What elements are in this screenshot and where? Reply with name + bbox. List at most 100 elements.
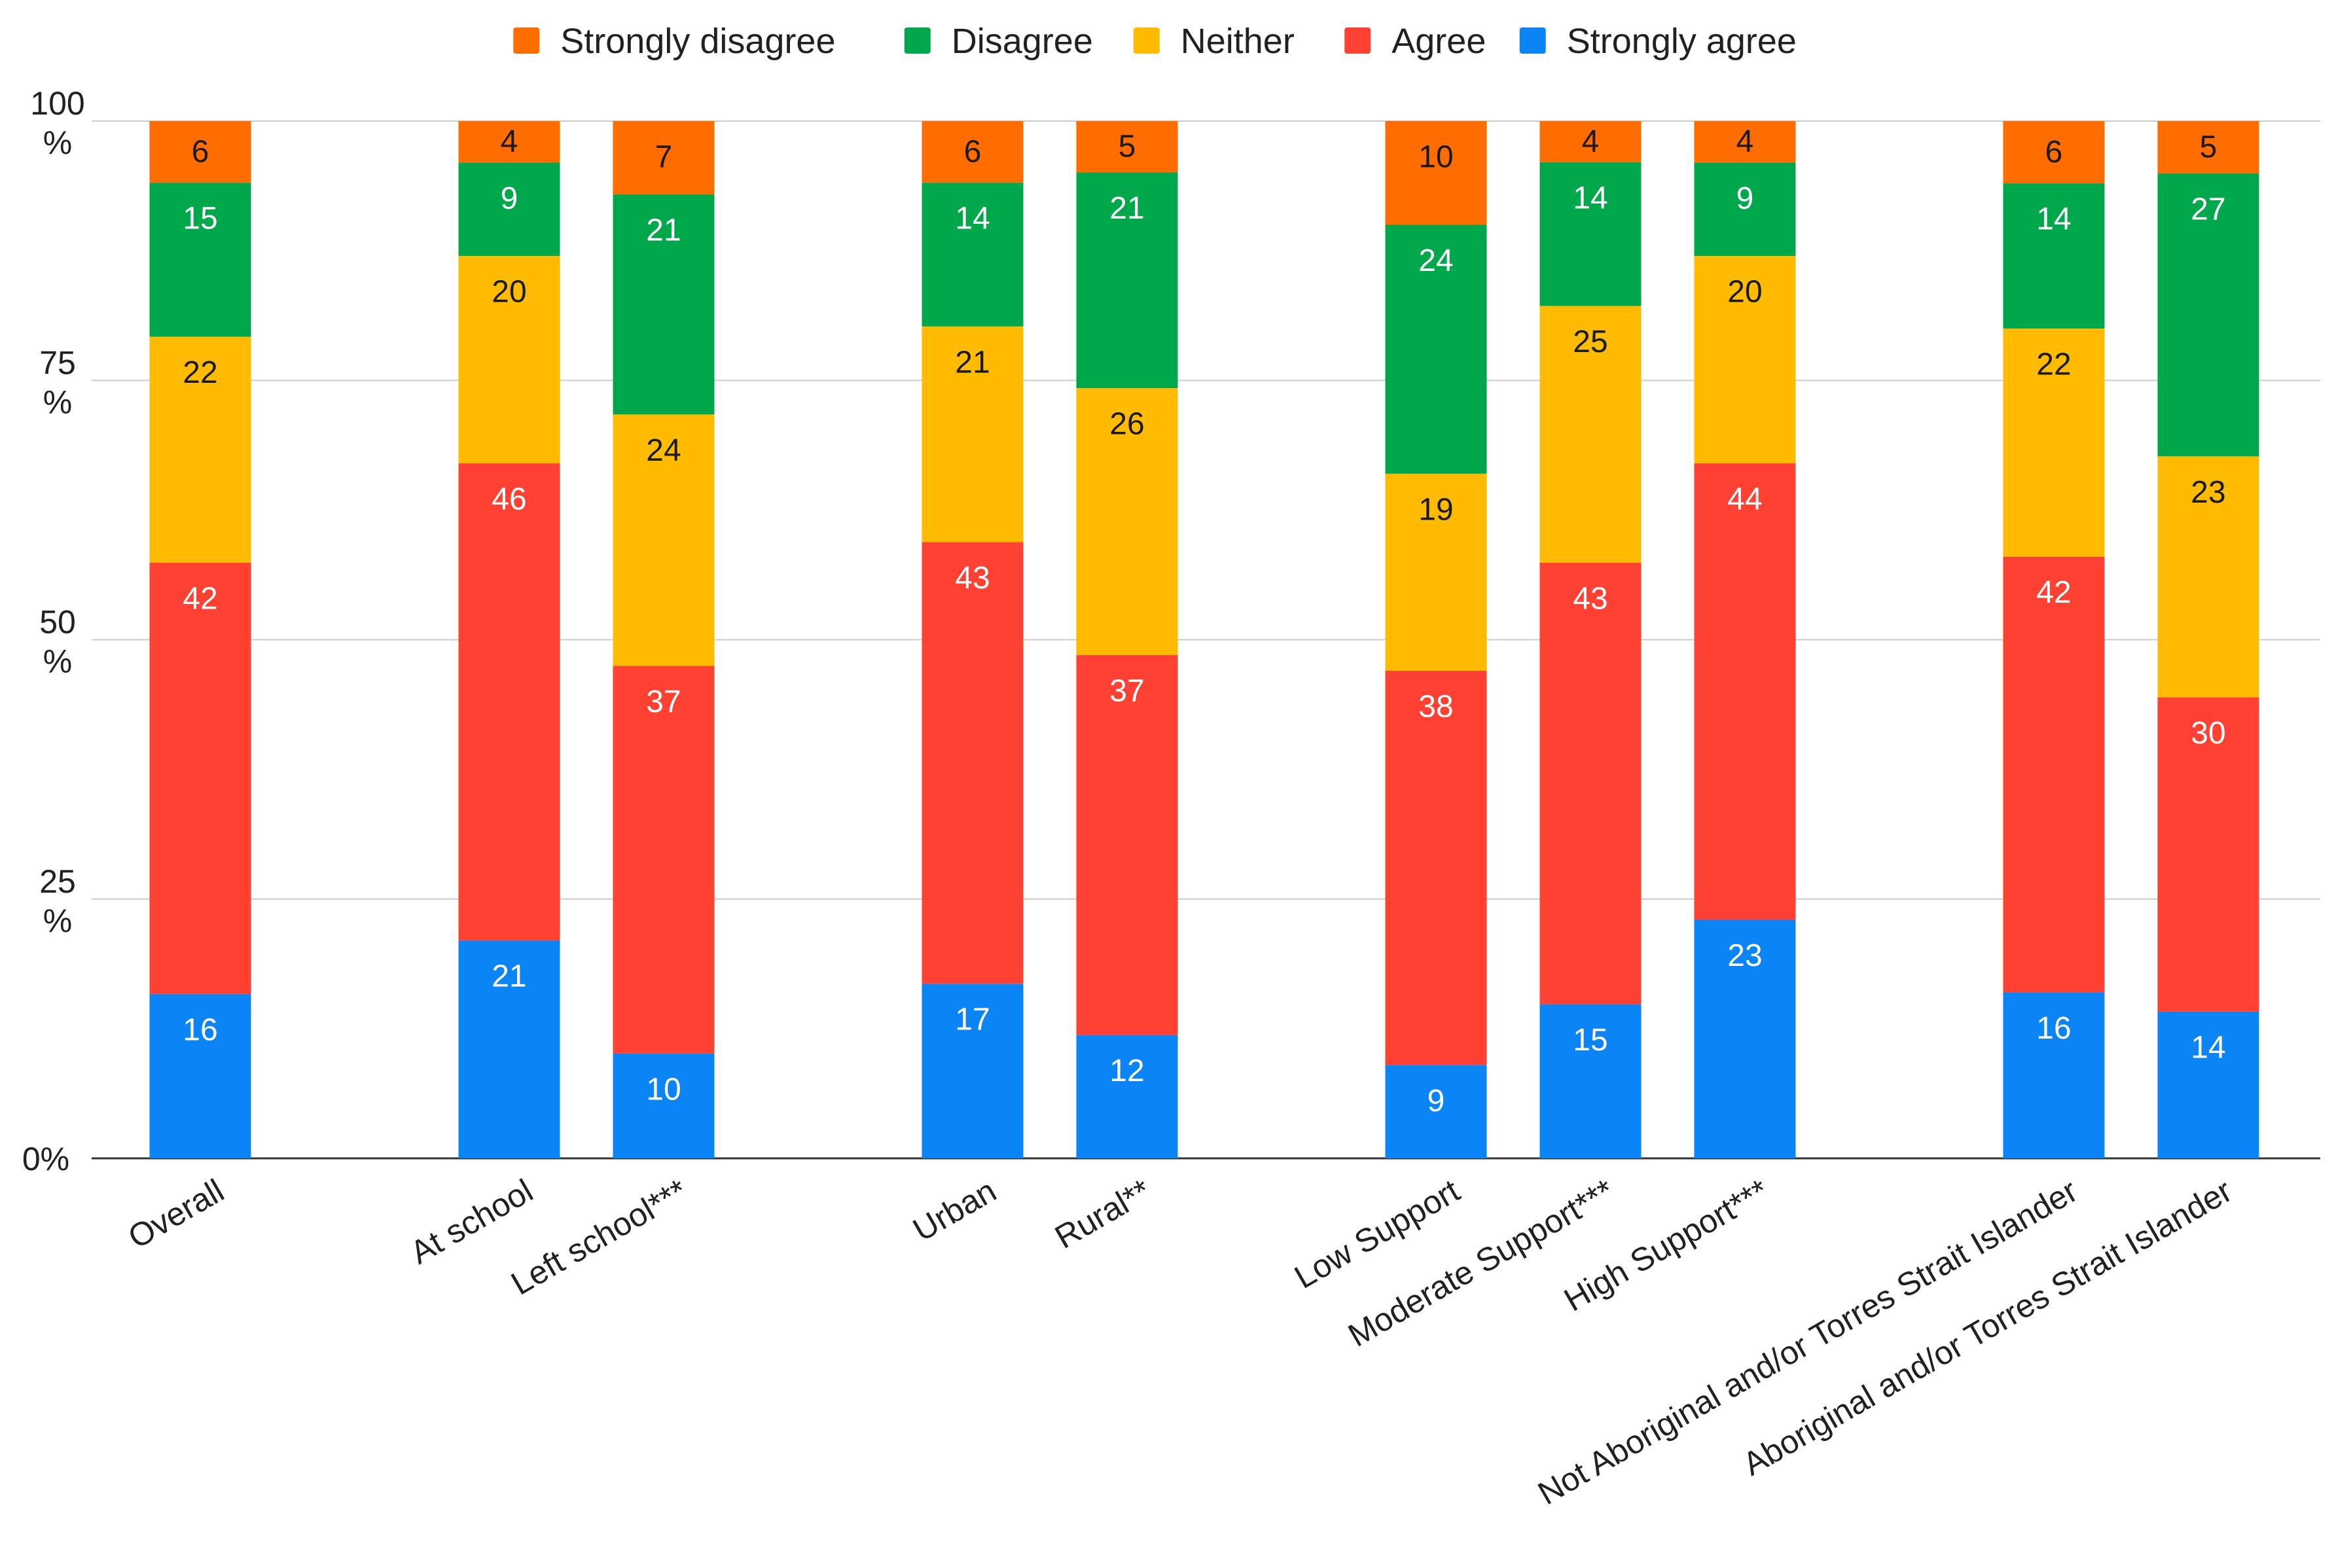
data-label-neither-moderate-support: 25 (1573, 325, 1607, 359)
bar-strongly-disagree-overall (149, 121, 251, 183)
bar-strongly-disagree-low-support (1385, 121, 1487, 225)
bar-neither-at-school (458, 256, 560, 464)
legend: Strongly disagree Disagree Neither Agree Str… (513, 22, 1797, 61)
data-label-strongly-disagree-moderate-support: 4 (1582, 124, 1600, 159)
data-label-neither-overall: 22 (183, 355, 217, 390)
data-label-strongly-agree-high-support: 23 (1727, 938, 1762, 973)
bar-agree-low-support (1385, 671, 1487, 1065)
category-label-moderate-support: Moderate Support*** (1342, 1172, 1620, 1354)
bar-strongly-agree-aboriginal-and-or-torres-strait-islander (2157, 1011, 2259, 1158)
bar-disagree-high-support (1694, 162, 1796, 257)
data-label-strongly-agree-left-school: 10 (646, 1072, 681, 1107)
data-label-agree-at-school: 46 (492, 482, 526, 517)
data-label-agree-overall: 42 (183, 581, 217, 616)
data-label-strongly-agree-low-support: 9 (1427, 1084, 1445, 1118)
data-label-neither-aboriginal-and-or-torres-strait-islander: 23 (2191, 475, 2225, 510)
data-label-agree-low-support: 38 (1418, 690, 1453, 724)
data-label-neither-left-school: 24 (646, 433, 681, 468)
bar-agree-not-aboriginal-and-or-torres-strait-islander (2003, 556, 2105, 993)
category-label-left-school: Left school*** (505, 1172, 694, 1302)
y-tick-label-50: 50 (39, 604, 76, 641)
data-label-strongly-agree-moderate-support: 15 (1573, 1023, 1607, 1058)
data-label-strongly-agree-overall: 16 (183, 1012, 217, 1047)
y-axis-ticks: 0%25%50%75%100% (22, 85, 85, 1177)
legend-label-neither: Neither (1181, 22, 1295, 61)
bar-strongly-disagree-moderate-support (1539, 121, 1641, 162)
legend-swatch-strongly-agree (1519, 27, 1546, 54)
data-label-strongly-disagree-not-aboriginal-and-or-torres-strait-islander: 6 (2045, 135, 2063, 169)
data-label-agree-high-support: 44 (1727, 482, 1762, 517)
data-label-strongly-agree-not-aboriginal-and-or-torres-strait-islander: 16 (2036, 1011, 2071, 1046)
data-label-strongly-disagree-urban: 6 (964, 135, 982, 169)
legend-item-strongly-agree: Strongly agree (1519, 22, 1797, 61)
legend-label-disagree: Disagree (952, 22, 1093, 61)
data-label-neither-high-support: 20 (1727, 275, 1762, 310)
legend-swatch-strongly-disagree (513, 27, 540, 54)
category-label-rural: Rural** (1049, 1172, 1157, 1256)
bar-strongly-agree-rural (1076, 1035, 1178, 1158)
data-label-disagree-rural: 21 (1109, 191, 1144, 226)
legend-item-disagree: Disagree (904, 22, 1093, 61)
bar-agree-rural (1076, 655, 1178, 1035)
bar-neither-low-support (1385, 473, 1487, 671)
bar-strongly-disagree-left-school (613, 121, 715, 195)
y-tick-label-0: 0% (22, 1141, 69, 1177)
data-label-disagree-moderate-support: 14 (1573, 181, 1607, 215)
bar-strongly-disagree-rural (1076, 121, 1178, 173)
data-label-disagree-overall: 15 (183, 202, 217, 236)
legend-item-strongly-disagree: Strongly disagree (513, 22, 836, 61)
data-label-neither-rural: 26 (1109, 407, 1144, 442)
data-label-disagree-urban: 14 (955, 202, 990, 236)
bar-disagree-moderate-support (1539, 162, 1641, 306)
bar-agree-left-school (613, 666, 715, 1054)
data-label-agree-aboriginal-and-or-torres-strait-islander: 30 (2191, 716, 2225, 751)
data-label-neither-at-school: 20 (492, 275, 526, 310)
data-label-neither-urban: 21 (955, 345, 990, 380)
bar-strongly-agree-overall (149, 993, 251, 1158)
bar-neither-overall (149, 336, 251, 563)
data-labels: 1642221562146209410372421717432114612372… (183, 124, 2225, 1118)
data-label-strongly-disagree-aboriginal-and-or-torres-strait-islander: 5 (2200, 130, 2217, 165)
bar-strongly-agree-not-aboriginal-and-or-torres-strait-islander (2003, 992, 2105, 1158)
data-label-neither-not-aboriginal-and-or-torres-strait-islander: 22 (2036, 347, 2071, 382)
data-label-strongly-agree-rural: 12 (1109, 1054, 1144, 1088)
bar-agree-moderate-support (1539, 562, 1641, 1005)
bar-disagree-at-school (458, 162, 560, 257)
bar-neither-moderate-support (1539, 306, 1641, 563)
bar-disagree-not-aboriginal-and-or-torres-strait-islander (2003, 183, 2105, 329)
bar-strongly-disagree-at-school (458, 121, 560, 163)
data-label-strongly-disagree-high-support: 4 (1736, 124, 1754, 159)
bar-neither-urban (922, 326, 1024, 543)
data-label-strongly-agree-aboriginal-and-or-torres-strait-islander: 14 (2191, 1030, 2225, 1065)
bar-neither-rural (1076, 388, 1178, 656)
bar-strongly-agree-urban (922, 984, 1024, 1158)
data-label-disagree-left-school: 21 (646, 213, 681, 248)
legend-swatch-agree (1344, 27, 1371, 54)
bar-disagree-left-school (613, 194, 715, 415)
data-label-strongly-disagree-left-school: 7 (655, 140, 673, 175)
category-label-not-aboriginal-and-or-torres-strait-islander: Not Aboriginal and/or Torres Strait Isla… (1532, 1172, 2083, 1512)
legend-swatch-neither (1133, 27, 1160, 54)
data-label-disagree-low-support: 24 (1418, 243, 1453, 278)
y-tick-unit-100: % (43, 124, 72, 161)
bar-neither-not-aboriginal-and-or-torres-strait-islander (2003, 329, 2105, 557)
bar-strongly-agree-moderate-support (1539, 1004, 1641, 1158)
legend-item-neither: Neither (1133, 22, 1295, 61)
data-label-strongly-disagree-low-support: 10 (1418, 140, 1453, 175)
data-label-neither-low-support: 19 (1418, 492, 1453, 527)
category-label-urban: Urban (907, 1172, 1003, 1249)
data-label-disagree-aboriginal-and-or-torres-strait-islander: 27 (2191, 192, 2225, 227)
data-label-agree-urban: 43 (955, 561, 990, 596)
gridlines (92, 120, 2320, 1160)
bar-strongly-agree-at-school (458, 940, 560, 1158)
bar-strongly-agree-high-support (1694, 919, 1796, 1158)
bar-strongly-disagree-urban (922, 121, 1024, 183)
bar-disagree-urban (922, 183, 1024, 327)
data-label-disagree-at-school: 9 (501, 181, 518, 216)
legend-swatch-disagree (904, 27, 931, 54)
y-tick-unit-75: % (43, 383, 72, 420)
bar-agree-urban (922, 542, 1024, 984)
bar-agree-overall (149, 562, 251, 994)
data-label-disagree-not-aboriginal-and-or-torres-strait-islander: 14 (2036, 202, 2071, 237)
